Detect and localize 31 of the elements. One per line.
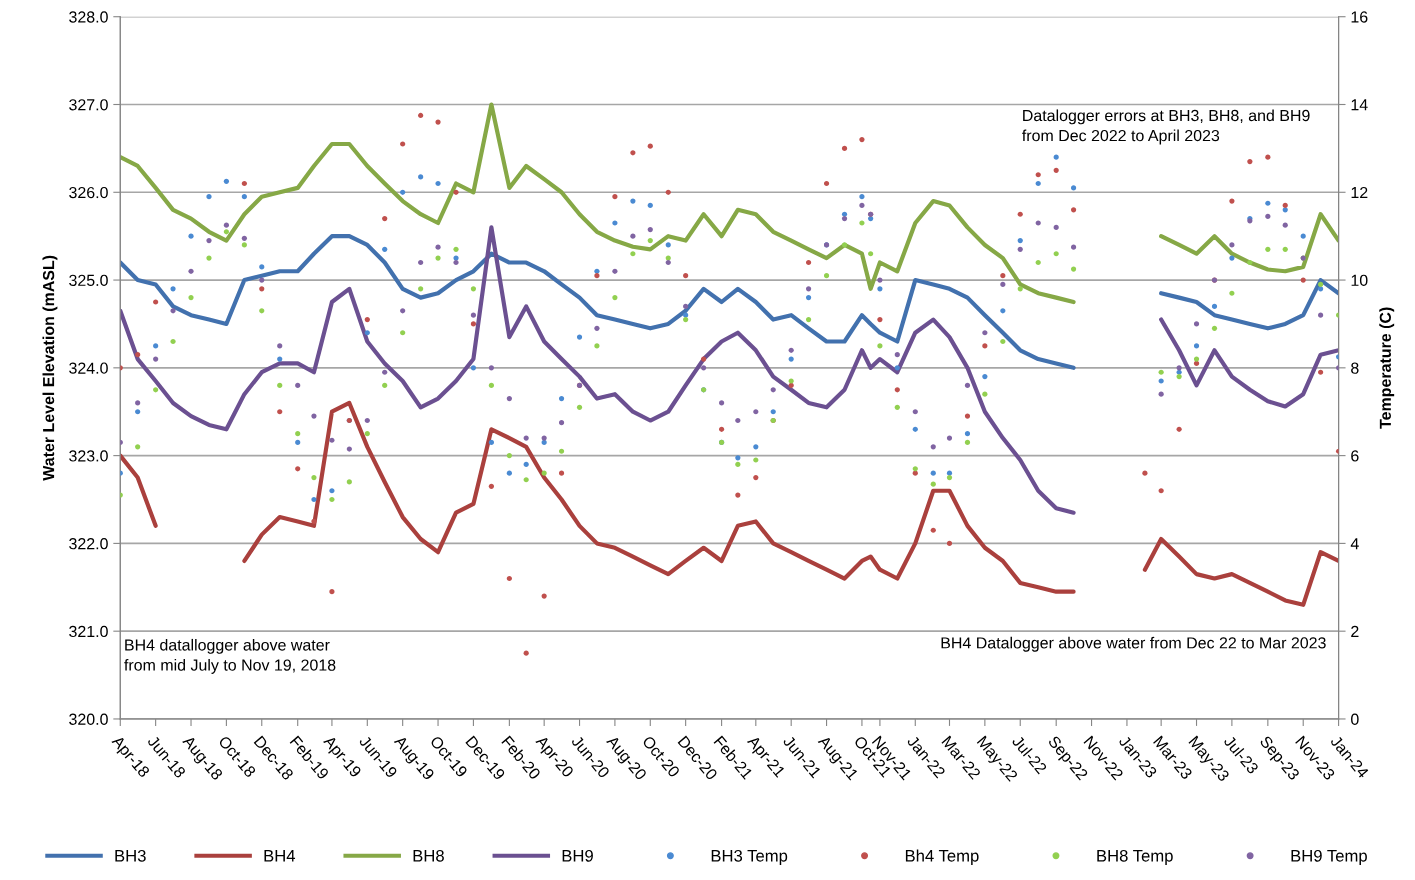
legend-label: Bh4 Temp: [905, 849, 979, 865]
y-tick-label: 327.0: [69, 99, 108, 111]
y2-tick-label: 12: [1351, 186, 1368, 199]
y2-tick-label: 10: [1351, 274, 1368, 286]
y-tick-label: 324.0: [69, 362, 108, 374]
y2-tick-label: 6: [1351, 450, 1359, 462]
y2-tick-label: 16: [1351, 11, 1368, 23]
legend-label: BH8: [413, 849, 444, 862]
legend-label: BH8 Temp: [1097, 849, 1173, 865]
legend-label: BH3: [115, 849, 146, 862]
y-tick-label: 325.0: [69, 274, 108, 286]
annotation: BH4 datallogger above water from mid July to Nov 19, 2018: [124, 638, 336, 674]
y2-tick-label: 0: [1351, 713, 1359, 725]
y2-tick-label: 14: [1351, 99, 1368, 111]
legend-label: BH9 Temp: [1291, 849, 1367, 865]
y-tick-label: 321.0: [69, 625, 108, 638]
legend-label: BH4: [264, 850, 296, 862]
y2-axis-title: Temperature (C): [1379, 307, 1395, 429]
y-tick-label: 326.0: [69, 186, 108, 199]
y-tick-label: 320.0: [69, 713, 108, 725]
annotation: Datalogger errors at BH3, BH8, and BH9 from Dec 2022 to April 2023: [1022, 109, 1310, 145]
y2-tick-label: 8: [1351, 362, 1359, 374]
y-axis-title: Water Level Elevation (mASL): [42, 255, 58, 481]
legend-label: BH9: [562, 849, 593, 862]
y-tick-label: 328.0: [69, 11, 108, 23]
annotation: BH4 Datalogger above water from Dec 22 to Mar 2023: [941, 636, 1326, 652]
legend-label: BH3 Temp: [711, 849, 788, 865]
y-tick-label: 323.0: [69, 450, 108, 462]
y2-tick-label: 2: [1351, 625, 1359, 637]
y2-tick-label: 4: [1350, 538, 1359, 550]
y-tick-label: 322.0: [69, 538, 108, 550]
